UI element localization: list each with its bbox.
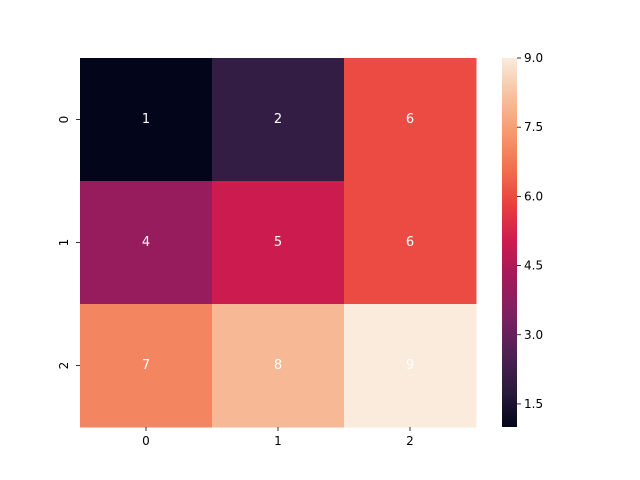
- x-tick-label-1: 1: [274, 434, 282, 448]
- cell-value-label-r2-c2: 9: [406, 358, 414, 373]
- y-tick-label-1: 1: [57, 239, 71, 247]
- colorbar-tick-label-5: 9.0: [524, 51, 543, 65]
- cell-value-label-r1-c0: 4: [142, 235, 150, 250]
- x-axis: 0 1 2: [142, 427, 414, 448]
- colorbar-tick-label-1: 3.0: [524, 328, 543, 342]
- heatmap-cell-r0-c1: [212, 58, 345, 182]
- cell-value-label-r1-c1: 5: [274, 235, 282, 250]
- cell-value-label-r2-c1: 8: [274, 358, 282, 373]
- x-tick-label-2: 2: [406, 434, 414, 448]
- heatmap-cell-r0-c0: [80, 58, 213, 182]
- colorbar-ticks: 1.5 3.0 4.5 6.0 7.5 9.0: [517, 51, 543, 411]
- colorbar-tick-label-4: 7.5: [524, 120, 543, 134]
- cell-value-label-r1-c2: 6: [406, 235, 414, 250]
- colorbar-tick-label-2: 4.5: [524, 259, 543, 273]
- heatmap-cell-r2-c0: [80, 304, 213, 428]
- x-tick-label-0: 0: [142, 434, 150, 448]
- heatmap-cell-r1-c2: [344, 181, 477, 305]
- heatmap-cell-r2-c1: [212, 304, 345, 428]
- y-tick-label-0: 0: [57, 116, 71, 124]
- y-axis: 0 1 2: [57, 116, 80, 370]
- heatmap-cell-labels: 1 2 6 4 5 6 7 8 9: [142, 112, 414, 373]
- heatmap-cell-r1-c0: [80, 181, 213, 305]
- heatmap-cell-r1-c1: [212, 181, 345, 305]
- colorbar-tick-label-0: 1.5: [524, 397, 543, 411]
- heatmap-cells: [80, 58, 477, 428]
- colorbar-tick-label-3: 6.0: [524, 189, 543, 203]
- cell-value-label-r0-c0: 1: [142, 112, 150, 127]
- cell-value-label-r0-c1: 2: [274, 112, 282, 127]
- y-tick-label-2: 2: [57, 362, 71, 370]
- colorbar: 1.5 3.0 4.5 6.0 7.5 9.0: [502, 51, 543, 427]
- heatmap-cell-r2-c2: [344, 304, 477, 428]
- cell-value-label-r2-c0: 7: [142, 358, 150, 373]
- cell-value-label-r0-c2: 6: [406, 112, 414, 127]
- colorbar-gradient: [502, 58, 517, 427]
- heatmap-cell-r0-c2: [344, 58, 477, 182]
